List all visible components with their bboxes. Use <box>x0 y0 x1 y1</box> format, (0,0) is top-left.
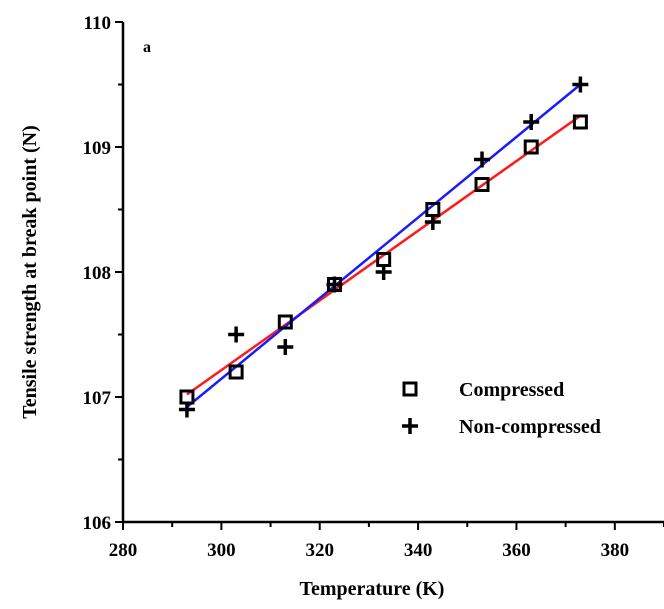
legend-square-icon <box>404 383 416 395</box>
y-tick-label: 107 <box>83 388 112 409</box>
x-tick-label: 280 <box>109 540 138 561</box>
legend-plus-icon <box>402 418 418 434</box>
non-compressed-fit-line <box>187 85 580 408</box>
non-compressed-point <box>228 327 244 343</box>
y-axis-title: Tensile strength at break point (N) <box>19 125 41 419</box>
fit-lines-group <box>187 85 580 408</box>
non-compressed-point <box>277 339 293 355</box>
y-tick-label: 109 <box>83 138 112 159</box>
x-tick-label: 340 <box>404 540 433 561</box>
x-axis-title: Temperature (K) <box>300 578 445 600</box>
compressed-fit-line <box>187 116 580 395</box>
non-compressed-point <box>474 152 490 168</box>
legend: Compressed Non-compressed <box>402 379 601 438</box>
x-tick-label: 380 <box>601 540 630 561</box>
axes-group: 280 300 320 340 360 380 106 107 108 109 110 <box>83 13 664 561</box>
y-tick-label: 106 <box>83 513 112 534</box>
legend-label: Compressed <box>459 379 564 401</box>
y-tick-label: 108 <box>83 263 112 284</box>
x-tick-label: 360 <box>502 540 531 561</box>
x-tick-label: 300 <box>207 540 236 561</box>
x-tick-label: 320 <box>305 540 334 561</box>
y-tick-label: 110 <box>84 13 111 34</box>
legend-label: Non-compressed <box>459 416 601 438</box>
non-compressed-point <box>523 114 539 130</box>
panel-label: a <box>143 39 151 56</box>
